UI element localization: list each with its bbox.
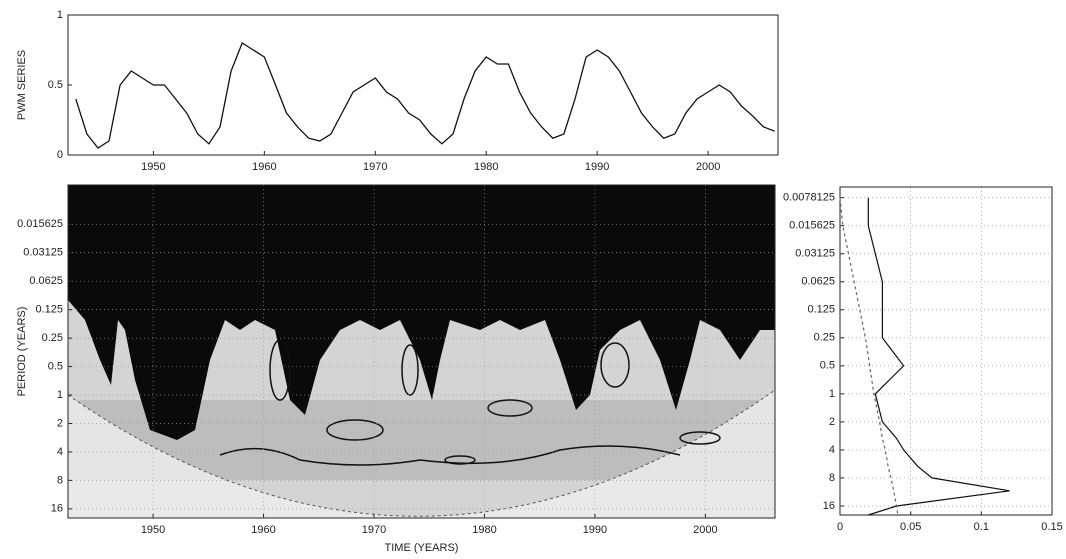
x-tick-label: 0.15 bbox=[1041, 521, 1062, 533]
x-tick-label: 2000 bbox=[696, 161, 720, 173]
y-tick-label: 8 bbox=[829, 472, 835, 484]
y-tick-label: 0.0625 bbox=[29, 275, 63, 287]
x-tick-label: 1970 bbox=[363, 161, 387, 173]
cone-of-influence bbox=[68, 389, 775, 517]
spectrum-line bbox=[839, 197, 899, 516]
y-tick-label: 16 bbox=[51, 503, 63, 515]
high-power-region bbox=[68, 185, 775, 440]
y-tick-label: 0.015625 bbox=[17, 218, 63, 230]
y-tick-label: 0.25 bbox=[42, 332, 63, 344]
spectrum-line bbox=[867, 197, 1010, 516]
y-axis-title: PERIOD (YEARS) bbox=[16, 307, 28, 397]
contours bbox=[219, 339, 721, 466]
x-tick-label: 1980 bbox=[472, 524, 496, 536]
y-tick-label: 0.5 bbox=[820, 360, 835, 372]
cone-of-influence-shade bbox=[68, 390, 775, 518]
x-tick-label: 0 bbox=[837, 521, 843, 533]
y-axis-title: PWM SERIES bbox=[16, 50, 28, 120]
y-tick-label: 0.03125 bbox=[23, 247, 63, 259]
plot-frame bbox=[839, 186, 1053, 516]
x-tick-label: 1950 bbox=[141, 161, 165, 173]
y-tick-label: 4 bbox=[829, 444, 835, 456]
x-tick-label: 2000 bbox=[693, 524, 717, 536]
x-axis-title: TIME (YEARS) bbox=[385, 542, 459, 554]
wavelet-power-image bbox=[68, 185, 775, 518]
y-tick-label: 16 bbox=[823, 500, 835, 512]
x-tick-label: 1970 bbox=[362, 524, 386, 536]
x-tick-label: 1960 bbox=[251, 524, 275, 536]
y-tick-label: 0.0078125 bbox=[783, 192, 835, 204]
x-tick-label: 1960 bbox=[252, 161, 276, 173]
y-tick-label: 1 bbox=[57, 9, 63, 21]
plot-frame bbox=[67, 14, 779, 156]
x-tick-label: 1990 bbox=[583, 524, 607, 536]
y-tick-label: 0 bbox=[57, 149, 63, 161]
y-tick-label: 0.015625 bbox=[789, 220, 835, 232]
pwm-line bbox=[75, 42, 775, 149]
y-tick-label: 0.5 bbox=[48, 79, 63, 91]
y-tick-label: 2 bbox=[829, 416, 835, 428]
y-tick-label: 0.5 bbox=[48, 360, 63, 372]
x-tick-label: 1980 bbox=[474, 161, 498, 173]
x-tick-label: 0.05 bbox=[900, 521, 921, 533]
y-tick-label: 1 bbox=[57, 389, 63, 401]
y-tick-label: 8 bbox=[57, 474, 63, 486]
plot-frame bbox=[67, 184, 776, 519]
y-tick-label: 4 bbox=[57, 446, 63, 458]
y-tick-label: 0.125 bbox=[807, 304, 835, 316]
y-tick-label: 0.0625 bbox=[801, 276, 835, 288]
y-tick-label: 2 bbox=[57, 417, 63, 429]
y-tick-label: 0.03125 bbox=[795, 248, 835, 260]
x-tick-label: 1950 bbox=[141, 524, 165, 536]
y-tick-label: 0.125 bbox=[35, 304, 63, 316]
y-tick-label: 0.25 bbox=[814, 332, 835, 344]
y-tick-label: 1 bbox=[829, 388, 835, 400]
x-tick-label: 0.1 bbox=[974, 521, 989, 533]
x-tick-label: 1990 bbox=[585, 161, 609, 173]
